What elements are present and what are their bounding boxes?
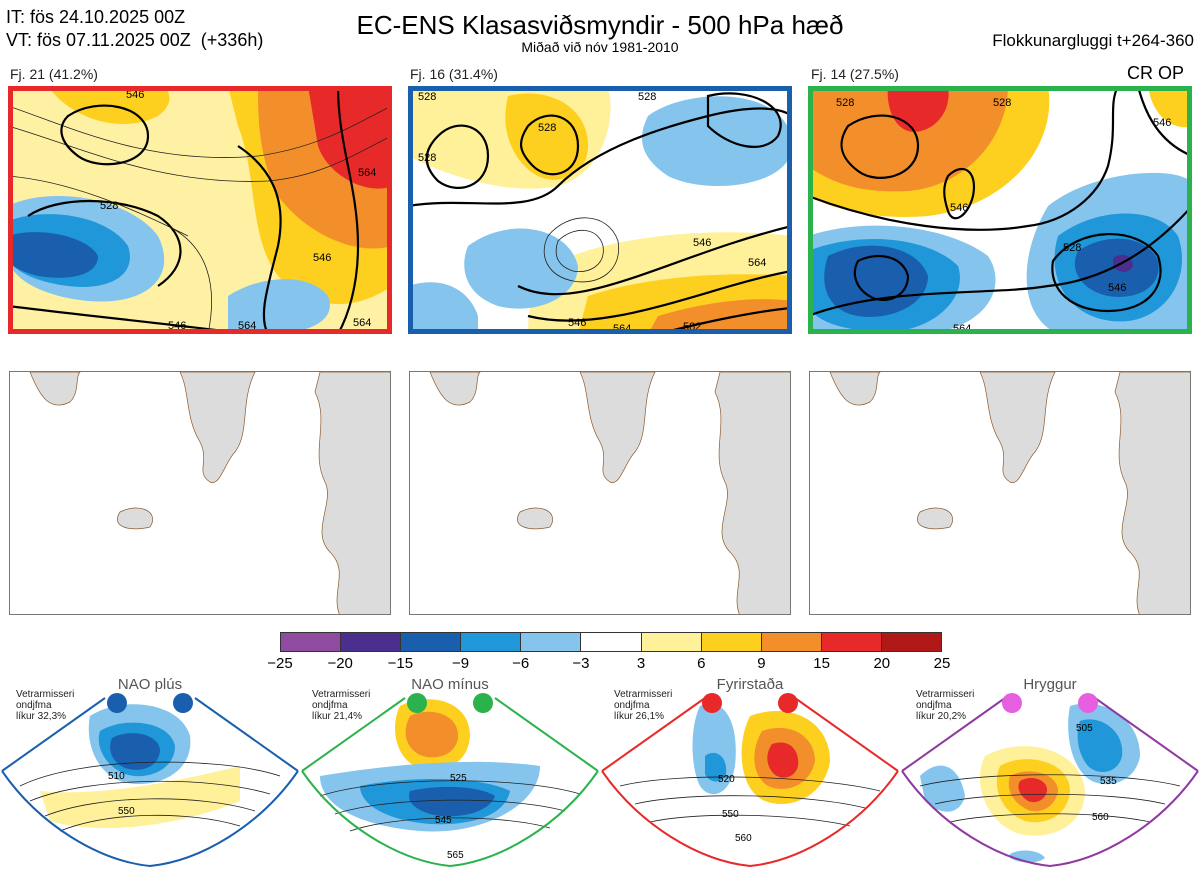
contour-label: 528	[638, 91, 656, 103]
colorbar-tick-label: 20	[873, 655, 891, 672]
regime-title-ridge: Hryggur	[1023, 676, 1077, 693]
page-title: EC-ENS Klasasviðsmyndir - 500 hPa hæð	[356, 10, 844, 40]
colorbar-cell	[341, 633, 402, 651]
regime-contour-label: 560	[1092, 812, 1109, 823]
regime-note-ridge: Vetrarmisseri ondjfma líkur 20,2%	[916, 689, 975, 722]
contour-label: 564	[748, 257, 766, 269]
colorbar-cell	[281, 633, 342, 651]
regime-contour-label: 520	[718, 774, 735, 785]
colorbar-tick-label: 6	[697, 655, 706, 672]
colorbar-tick-label: −3	[572, 655, 590, 672]
cluster-map-2-svg: 528 528 528 528 546 564 546 564 582	[408, 86, 792, 334]
colorbar-tick-label: −25	[267, 655, 293, 672]
contour-label: 528	[1063, 242, 1081, 254]
header-info: IT: fös 24.10.2025 00Z VT: fös 07.11.202…	[6, 6, 263, 52]
regime-contour-label: 565	[447, 850, 464, 861]
contour-label: 546	[126, 89, 144, 101]
regime-note-nao-minus: Vetrarmisseri ondjfma líkur 21,4%	[312, 689, 371, 722]
regime-contour-label: 550	[118, 806, 135, 817]
colorbar-cell	[521, 633, 582, 651]
blank-map-2-svg	[429, 372, 790, 614]
panel-label-3: Fj. 14 (27.5%)	[811, 66, 899, 82]
contour-label: 546	[1153, 117, 1171, 129]
colorbar	[280, 632, 942, 652]
panel-border-1	[8, 86, 392, 334]
cluster-map-2[interactable]: 528 528 528 528 546 564 546 564 582	[408, 86, 792, 334]
colorbar-cell	[641, 633, 702, 651]
contour-label: 546	[1108, 282, 1126, 294]
regime-note-nao-plus: Vetrarmisseri ondjfma líkur 32,3%	[16, 689, 75, 722]
cluster-map-1[interactable]: 546 564 528 546 546 564 564	[8, 86, 392, 334]
colorbar-cell	[821, 633, 882, 651]
regime-title-nao-plus: NAO plús	[117, 676, 183, 693]
blank-map-1-svg	[29, 372, 390, 614]
valid-time: VT: fös 07.11.2025 00Z (+336h)	[6, 30, 264, 50]
page-subtitle: Miðað við nóv 1981-2010	[521, 39, 679, 55]
contour-label: 546	[568, 317, 586, 329]
colorbar-tick-label: 3	[636, 655, 646, 672]
regime-fans-svg: 510 550 525 545 565 520 550 560	[1, 693, 1199, 868]
colorbar-tick-label: −15	[387, 655, 414, 672]
regime-title-blocking: Fyrirstaða	[716, 676, 784, 693]
colorbar-tick-label: −9	[451, 655, 470, 672]
initial-time: IT: fös 24.10.2025 00Z	[6, 7, 186, 27]
regime-contour-label: 550	[722, 809, 739, 820]
contour-label: 546	[950, 202, 968, 214]
panel-label-1: Fj. 21 (41.2%)	[10, 66, 98, 82]
contour-label: 528	[836, 97, 854, 109]
colorbar-tick-label: −6	[512, 655, 530, 672]
colorbar-tick-label: 15	[813, 655, 830, 672]
regime-title-nao-minus: NAO mínus	[411, 676, 489, 693]
cluster-map-1-svg: 546 564 528 546 546 564 564	[8, 86, 392, 334]
contour-label: 528	[538, 122, 556, 134]
classification-window: Flokkunargluggi t+264-360	[992, 31, 1194, 50]
colorbar-tick-label: 9	[757, 655, 766, 672]
colorbar-cell	[461, 633, 522, 651]
contour-label: 528	[418, 152, 436, 164]
contour-label: 528	[993, 97, 1011, 109]
regime-contour-label: 545	[435, 815, 452, 826]
contour-label: 564	[358, 167, 376, 179]
regime-note-blocking: Vetrarmisseri ondjfma líkur 26,1%	[614, 689, 673, 722]
contour-label: 546	[693, 237, 711, 249]
panel-label-2: Fj. 16 (31.4%)	[410, 66, 498, 82]
contour-label: 528	[418, 91, 436, 103]
colorbar-cell	[401, 633, 462, 651]
regime-contour-label: 505	[1076, 723, 1093, 734]
regime-contour-label: 510	[108, 771, 125, 782]
colorbar-cell	[761, 633, 822, 651]
blank-map-1	[9, 371, 391, 615]
blank-map-2	[409, 371, 791, 615]
colorbar-tick-label: 25	[933, 655, 951, 672]
contour-label: 564	[953, 323, 971, 334]
cluster-map-3-svg: 528 546 528 546 528 546 564	[808, 86, 1192, 334]
contour-label: 528	[100, 200, 118, 212]
panel-border-3	[808, 86, 1192, 334]
contour-label: 564	[353, 317, 371, 329]
contour-label: 546	[313, 252, 331, 264]
blank-map-3	[809, 371, 1191, 615]
regime-contour-label: 525	[450, 773, 467, 784]
colorbar-cell	[701, 633, 762, 651]
panel-border-2	[408, 86, 792, 334]
regime-contour-label: 535	[1100, 776, 1117, 787]
colorbar-cell	[881, 633, 942, 651]
cr-op-tag: CR OP	[1126, 63, 1184, 83]
colorbar-tick-label: −20	[327, 655, 353, 672]
blank-map-3-svg	[829, 372, 1190, 614]
cluster-map-3[interactable]: 528 546 528 546 528 546 564	[808, 86, 1192, 334]
regime-contour-label: 560	[735, 833, 752, 844]
contour-label: 564	[613, 323, 631, 334]
regime-row: 510 550 525 545 565 520 550 560	[0, 676, 1200, 871]
colorbar-cell	[581, 633, 642, 651]
